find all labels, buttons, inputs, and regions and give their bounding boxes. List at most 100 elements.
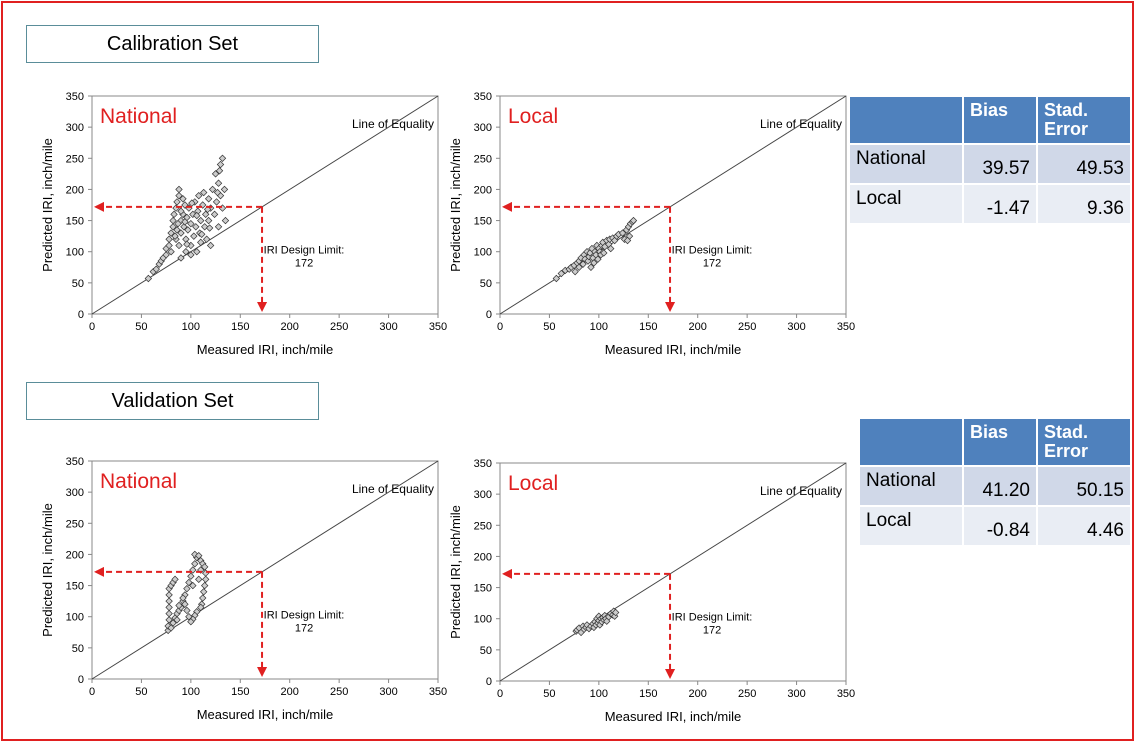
y-tick-label: 100: [474, 614, 492, 626]
data-point: [199, 594, 207, 602]
y-tick-label: 250: [474, 153, 492, 165]
x-tick-label: 200: [689, 321, 707, 333]
x-tick-label: 300: [787, 688, 805, 700]
line-of-equality-label: Line of Equality: [760, 117, 842, 131]
data-point: [169, 619, 177, 627]
data-point: [187, 618, 195, 626]
x-tick-label: 150: [639, 321, 657, 333]
y-tick-label: 0: [78, 674, 84, 686]
x-tick-label: 0: [89, 686, 95, 698]
x-tick-label: 0: [497, 321, 503, 333]
data-point: [201, 223, 209, 231]
data-point: [611, 608, 620, 617]
y-tick-label: 300: [474, 122, 492, 134]
data-point: [165, 603, 173, 612]
x-tick-label: 150: [231, 321, 249, 333]
y-axis-label: Predicted IRI, inch/mile: [448, 138, 463, 272]
design-limit-value: 172: [703, 258, 721, 270]
row-label: Local: [860, 507, 962, 545]
data-point: [177, 229, 185, 237]
x-tick-label: 300: [787, 321, 805, 333]
bias-value: -1.47: [964, 185, 1036, 223]
data-point: [629, 216, 638, 225]
x-axis-label: Measured IRI, inch/mile: [197, 707, 334, 722]
y-tick-label: 50: [72, 643, 84, 655]
row-label: National: [850, 145, 962, 183]
y-tick-label: 350: [66, 91, 84, 103]
data-point: [173, 198, 181, 206]
data-point: [193, 211, 201, 220]
x-tick-label: 0: [497, 688, 503, 700]
data-point: [208, 185, 217, 194]
y-tick-label: 200: [66, 184, 84, 196]
bias-value: 39.57: [964, 145, 1036, 183]
x-tick-label: 50: [543, 321, 555, 333]
y-tick-label: 300: [474, 489, 492, 501]
y-tick-label: 50: [72, 278, 84, 290]
chart-calibration-national: 00 50 50 100 100 150 150 200 200 250 250 300 300 350 3…: [40, 91, 447, 357]
design-limit-label: IRI Design Limit:: [264, 245, 345, 257]
y-tick-label: 0: [486, 676, 492, 688]
header-blank: [850, 97, 962, 143]
data-point: [584, 257, 592, 265]
std-error-value: 49.53: [1038, 145, 1130, 183]
y-tick-label: 150: [474, 583, 492, 595]
y-tick-label: 0: [78, 309, 84, 321]
y-tick-label: 150: [474, 216, 492, 228]
data-point: [206, 241, 215, 250]
data-point: [165, 241, 173, 250]
table-row: National 39.57 49.53: [850, 145, 1130, 183]
data-point: [557, 269, 565, 278]
line-of-equality-label: Line of Equality: [352, 117, 434, 131]
data-point: [204, 195, 213, 203]
x-tick-label: 150: [639, 688, 657, 700]
data-point: [210, 210, 219, 219]
data-point: [173, 616, 181, 624]
y-axis-label: Predicted IRI, inch/mile: [40, 138, 55, 272]
data-point: [552, 274, 561, 283]
validation-stats-table: Bias Stad. Error National 41.20 50.15 Lo…: [858, 417, 1132, 547]
chart-title: Local: [508, 472, 558, 495]
data-point: [175, 601, 183, 610]
x-tick-label: 200: [281, 321, 299, 333]
header-bias: Bias: [964, 419, 1036, 465]
chart-calibration-local: 00 50 50 100 100 150 150 200 200 250 250 300 300 350 3…: [448, 91, 855, 357]
data-point: [197, 603, 205, 612]
chart-validation-national: 00 50 50 100 100 150 150 200 200 250 250 300 300 350 3…: [40, 456, 447, 722]
data-point: [181, 201, 189, 209]
data-point: [179, 195, 187, 203]
design-limit-label: IRI Design Limit:: [672, 612, 753, 624]
y-tick-label: 350: [474, 91, 492, 103]
line-of-equality-label: Line of Equality: [760, 484, 842, 498]
x-tick-label: 200: [281, 686, 299, 698]
table-row: Local -0.84 4.46: [860, 507, 1130, 545]
data-point: [220, 185, 229, 194]
x-axis-label: Measured IRI, inch/mile: [605, 709, 742, 724]
x-tick-label: 50: [135, 686, 147, 698]
data-point: [180, 223, 188, 231]
validation-set-title: Validation Set: [111, 389, 234, 412]
y-tick-label: 100: [66, 247, 84, 259]
x-tick-label: 50: [543, 688, 555, 700]
data-point: [185, 578, 193, 587]
data-point: [152, 265, 160, 273]
bias-value: -0.84: [964, 507, 1036, 545]
data-point: [200, 588, 208, 596]
data-point: [201, 575, 210, 584]
data-point: [212, 198, 221, 206]
data-point: [165, 591, 173, 599]
design-limit-label: IRI Design Limit:: [264, 610, 345, 622]
data-point: [199, 201, 207, 209]
y-tick-label: 250: [474, 520, 492, 532]
data-point: [181, 218, 189, 226]
y-tick-label: 300: [66, 122, 84, 134]
y-tick-label: 300: [66, 487, 84, 499]
x-tick-label: 0: [89, 321, 95, 333]
header-blank: [860, 419, 962, 465]
data-point: [167, 248, 175, 256]
row-label: Local: [850, 185, 962, 223]
x-tick-label: 100: [182, 686, 200, 698]
y-axis-label: Predicted IRI, inch/mile: [40, 503, 55, 637]
data-point: [171, 232, 179, 240]
header-std-error: Stad. Error: [1038, 97, 1130, 143]
